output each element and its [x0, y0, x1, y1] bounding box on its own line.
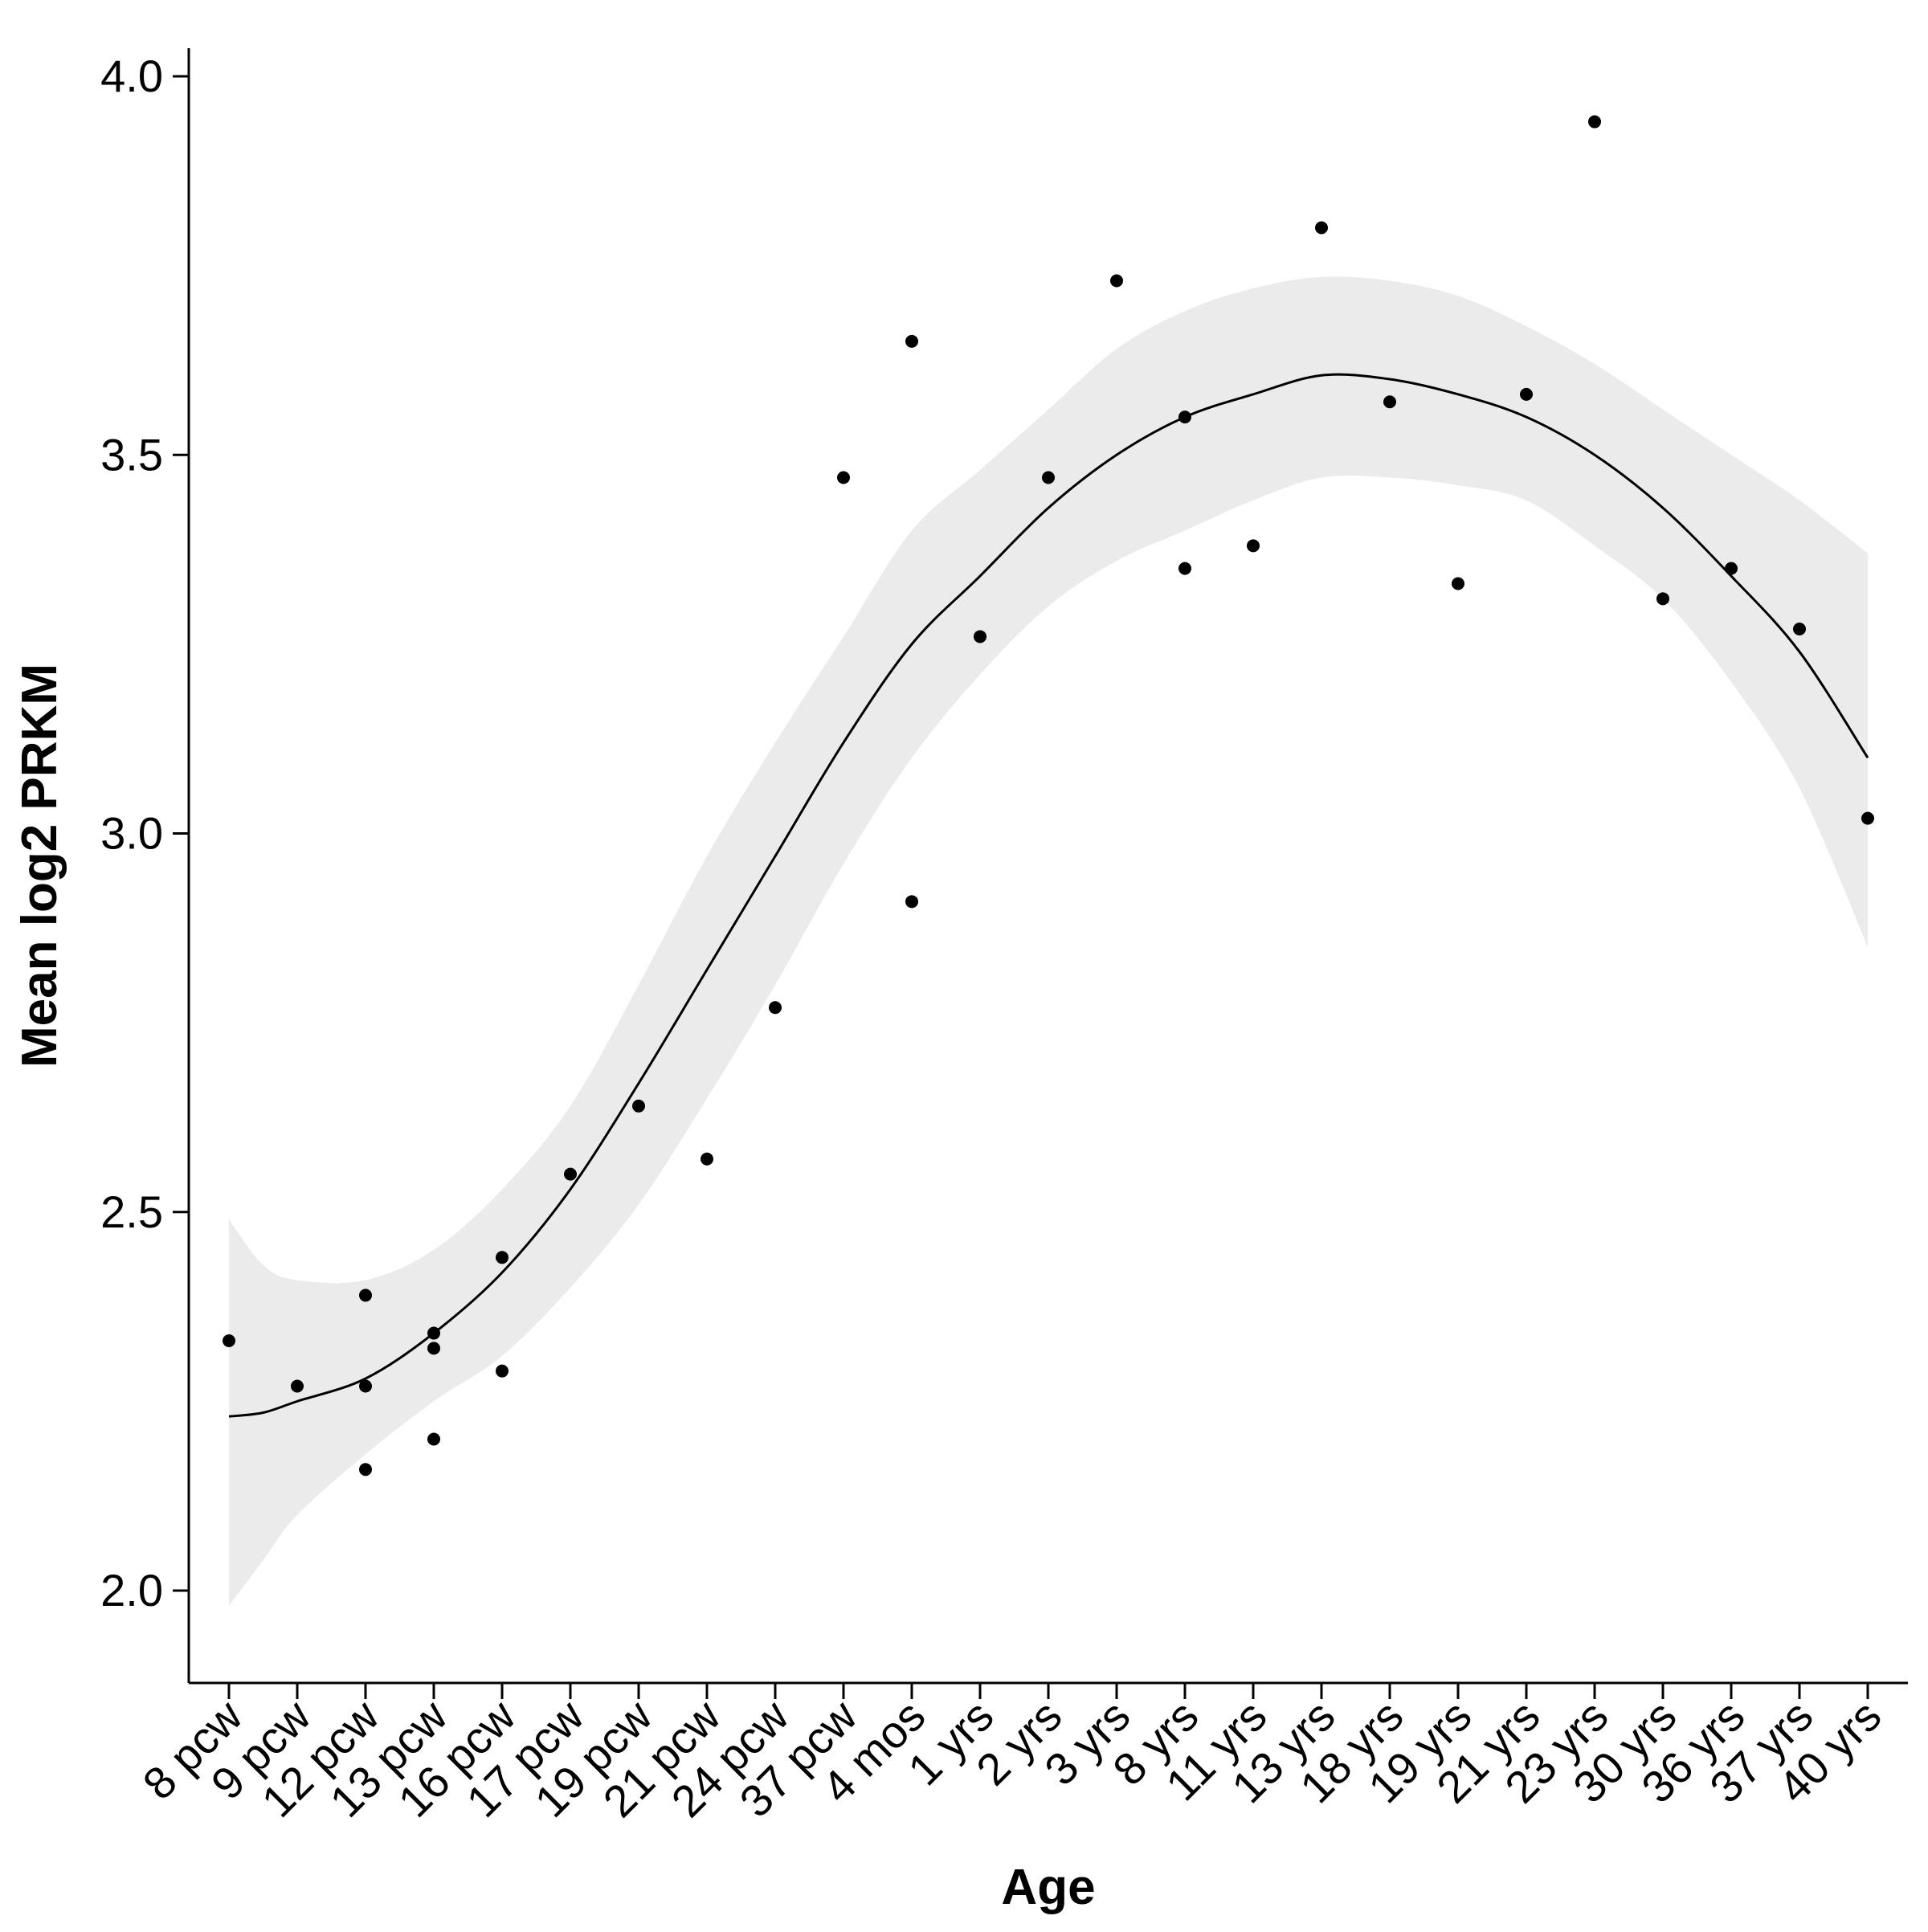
data-point	[496, 1364, 509, 1378]
data-point	[1383, 395, 1396, 409]
data-point	[291, 1379, 304, 1393]
data-point	[1452, 577, 1464, 590]
data-point	[1588, 115, 1601, 129]
data-point	[974, 630, 986, 643]
data-point	[1793, 623, 1806, 636]
data-points-layer	[223, 115, 1874, 1477]
y-tick-label: 2.0	[100, 1565, 163, 1615]
data-point	[701, 1152, 713, 1166]
data-point	[1315, 221, 1328, 235]
data-point	[359, 1463, 372, 1477]
data-point	[427, 1432, 440, 1446]
data-point	[1110, 274, 1123, 288]
data-point	[905, 334, 918, 348]
y-ticks-layer: 2.0 2.5 3.0 3.5 4.0	[100, 51, 189, 1615]
data-point	[427, 1326, 440, 1340]
data-point	[564, 1167, 577, 1181]
x-axis-title: Age	[1001, 1860, 1095, 1915]
data-point	[1178, 562, 1191, 575]
data-point	[359, 1289, 372, 1302]
data-point	[1725, 562, 1738, 575]
data-point	[1656, 592, 1669, 606]
data-point	[1520, 387, 1533, 401]
data-point	[1861, 811, 1874, 825]
data-point	[905, 895, 918, 909]
data-point	[1178, 410, 1191, 424]
y-tick-label: 2.5	[100, 1187, 163, 1237]
data-point	[837, 471, 850, 484]
data-point	[769, 1001, 782, 1015]
data-point	[496, 1251, 509, 1264]
y-axis-title: Mean log2 PRKM	[12, 664, 67, 1068]
data-point	[1042, 471, 1055, 484]
data-point	[223, 1334, 235, 1347]
y-tick-label: 4.0	[100, 51, 163, 101]
data-point	[359, 1379, 372, 1393]
axes-layer	[187, 48, 1908, 1685]
data-point	[632, 1099, 645, 1113]
smooth-fit-line	[228, 373, 1869, 1418]
data-point	[427, 1342, 440, 1355]
confidence-ribbon	[229, 276, 1868, 1606]
y-tick-label: 3.0	[100, 808, 163, 859]
confidence-ribbon-layer	[229, 276, 1868, 1606]
y-tick-label: 3.5	[100, 429, 163, 480]
smooth-line-layer	[228, 373, 1869, 1418]
data-point	[1247, 539, 1260, 553]
